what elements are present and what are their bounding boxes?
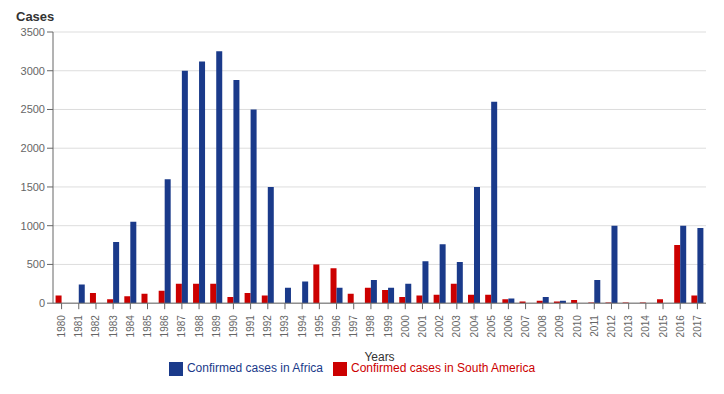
svg-text:3000: 3000 — [21, 65, 45, 77]
svg-text:1998: 1998 — [365, 315, 376, 338]
svg-text:1992: 1992 — [262, 315, 273, 338]
html-text:Confirmed cases in South Ameri: Confirmed cases in South America — [351, 361, 536, 376]
svg-text:2000: 2000 — [21, 142, 45, 154]
svg-text:1991: 1991 — [245, 315, 256, 338]
svg-text:1984: 1984 — [125, 315, 136, 338]
svg-text:1985: 1985 — [142, 315, 153, 338]
svg-text:2009: 2009 — [554, 315, 565, 338]
svg-text:2001: 2001 — [417, 315, 428, 338]
svg-text:1997: 1997 — [348, 315, 359, 338]
svg-text:2003: 2003 — [451, 315, 462, 338]
svg-text:1995: 1995 — [314, 315, 325, 338]
svg-text:2014: 2014 — [640, 315, 651, 338]
svg-text:2015: 2015 — [658, 315, 669, 338]
svg-text:1500: 1500 — [21, 181, 45, 193]
svg-text:1986: 1986 — [159, 315, 170, 338]
html-text:Confirmed cases in Africa: Confirmed cases in Africa — [186, 361, 323, 376]
svg-text:1994: 1994 — [297, 315, 308, 338]
svg-text:2000: 2000 — [400, 315, 411, 338]
svg-text:1987: 1987 — [176, 315, 187, 338]
svg-text:1988: 1988 — [194, 315, 205, 338]
svg-text:2002: 2002 — [434, 315, 445, 338]
svg-text:2008: 2008 — [537, 315, 548, 338]
svg-text:1981: 1981 — [73, 315, 84, 338]
svg-text:2004: 2004 — [469, 315, 480, 338]
svg-text:2012: 2012 — [606, 315, 617, 338]
svg-text:2011: 2011 — [589, 315, 600, 337]
svg-text:1980: 1980 — [56, 315, 67, 338]
svg-text:1989: 1989 — [211, 315, 222, 338]
svg-text:2016: 2016 — [675, 315, 686, 338]
svg-text:1999: 1999 — [383, 315, 394, 338]
svg-text:2005: 2005 — [486, 315, 497, 338]
svg-text:500: 500 — [27, 258, 45, 270]
svg-text:1000: 1000 — [21, 220, 45, 232]
svg-text:1983: 1983 — [108, 315, 119, 338]
svg-text:2010: 2010 — [572, 315, 583, 338]
svg-text:2500: 2500 — [21, 103, 45, 115]
svg-text:3500: 3500 — [21, 26, 45, 38]
svg-text:2013: 2013 — [623, 315, 634, 338]
svg-text:1982: 1982 — [90, 315, 101, 338]
svg-text:1996: 1996 — [331, 315, 342, 338]
svg-text:2017: 2017 — [692, 315, 703, 338]
svg-text:0: 0 — [39, 297, 45, 309]
svg-text:2006: 2006 — [503, 315, 514, 338]
svg-text:1990: 1990 — [228, 315, 239, 338]
svg-text:1993: 1993 — [279, 315, 290, 338]
svg-text:Years: Years — [364, 350, 394, 364]
html-text:Cases: Cases — [16, 9, 55, 24]
svg-text:2007: 2007 — [520, 315, 531, 338]
